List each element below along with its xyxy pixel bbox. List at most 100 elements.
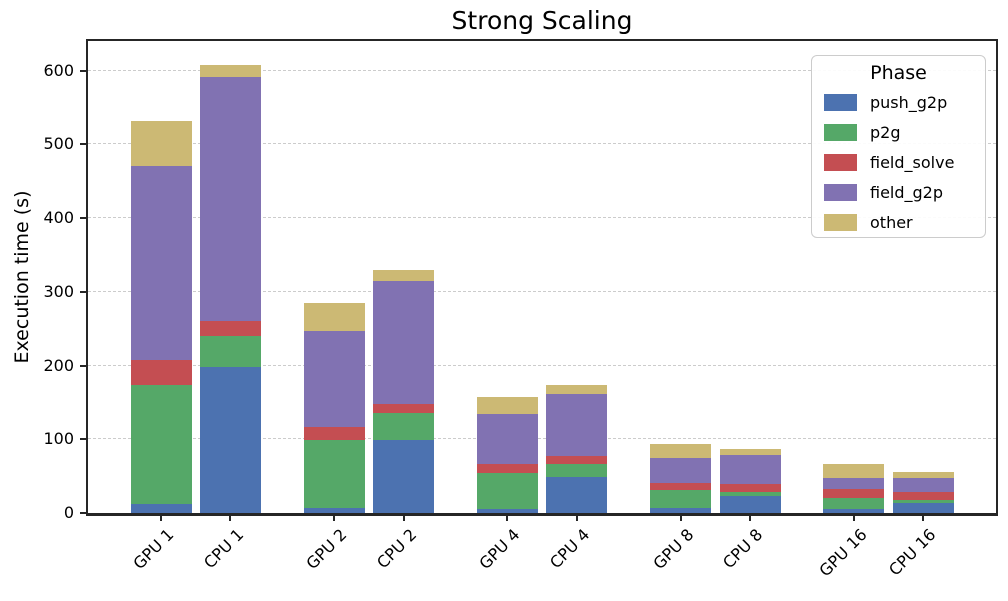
legend-swatch-p2g bbox=[824, 124, 857, 141]
bar-cpu-1-p2g bbox=[199, 336, 261, 367]
legend-entry-push_g2p: push_g2p bbox=[824, 93, 985, 112]
y-tick-label-500: 500 bbox=[43, 134, 74, 154]
legend-label-field_solve: field_solve bbox=[870, 153, 955, 172]
y-tick-100 bbox=[80, 438, 86, 441]
bar-cpu-2-p2g bbox=[373, 413, 435, 440]
bar-cpu-16-p2g bbox=[892, 499, 954, 504]
bar-cpu-1-other bbox=[199, 64, 261, 78]
y-tick-label-0: 0 bbox=[63, 503, 74, 522]
legend-swatch-field_solve bbox=[824, 154, 857, 171]
bar-gpu-2-push_g2p bbox=[303, 507, 365, 513]
bar-gpu-16-other bbox=[823, 464, 885, 478]
bar-gpu-16-field_solve bbox=[823, 489, 885, 499]
bar-gpu-4-field_g2p bbox=[476, 414, 538, 465]
bar-cpu-2-push_g2p bbox=[373, 440, 435, 513]
bar-gpu-1-other bbox=[130, 120, 192, 167]
bar-cpu-1-field_g2p bbox=[199, 77, 261, 321]
x-tick-gpu-2 bbox=[333, 516, 336, 521]
legend-entry-other: other bbox=[824, 213, 985, 232]
bar-cpu-16-push_g2p bbox=[892, 503, 954, 513]
x-tick-label-gpu-1: GPU 1 bbox=[129, 525, 178, 574]
bar-cpu-2-other bbox=[373, 269, 435, 281]
bar-cpu-4-other bbox=[546, 385, 608, 395]
gridline-200 bbox=[88, 364, 996, 366]
y-tick-0 bbox=[80, 512, 86, 514]
bar-cpu-8-push_g2p bbox=[719, 496, 781, 513]
gridline-300 bbox=[88, 290, 996, 292]
bar-cpu-4-push_g2p bbox=[546, 476, 608, 513]
bar-gpu-2-other bbox=[303, 302, 365, 331]
bar-cpu-8-field_solve bbox=[719, 484, 781, 492]
x-tick-gpu-1 bbox=[160, 516, 162, 521]
bar-gpu-1-field_g2p bbox=[130, 166, 192, 360]
bar-gpu-16-field_g2p bbox=[823, 477, 885, 490]
bar-gpu-16-push_g2p bbox=[823, 509, 885, 513]
y-tick-label-600: 600 bbox=[43, 60, 74, 80]
bar-gpu-1-p2g bbox=[130, 384, 192, 505]
x-tick-label-cpu-16: CPU 16 bbox=[885, 525, 940, 580]
x-tick-label-gpu-4: GPU 4 bbox=[475, 525, 524, 574]
legend-swatch-other bbox=[824, 214, 857, 231]
legend-entry-field_solve: field_solve bbox=[824, 153, 985, 172]
bar-cpu-2-field_solve bbox=[373, 403, 435, 414]
y-tick-300 bbox=[80, 290, 86, 293]
x-tick-label-cpu-2: CPU 2 bbox=[372, 525, 421, 573]
bar-gpu-4-other bbox=[476, 397, 538, 415]
x-tick-cpu-2 bbox=[402, 516, 405, 521]
legend-label-other: other bbox=[870, 213, 913, 232]
x-tick-gpu-4 bbox=[506, 516, 509, 521]
bar-cpu-8-p2g bbox=[719, 491, 781, 497]
legend-entry-p2g: p2g bbox=[824, 123, 985, 142]
legend-swatch-field_g2p bbox=[824, 184, 857, 201]
x-tick-cpu-16 bbox=[922, 516, 925, 521]
y-tick-200 bbox=[80, 364, 86, 367]
bar-cpu-16-other bbox=[892, 472, 954, 479]
x-tick-cpu-1 bbox=[229, 516, 232, 521]
bar-gpu-4-field_solve bbox=[476, 464, 538, 474]
x-tick-label-cpu-4: CPU 4 bbox=[546, 525, 594, 573]
x-tick-cpu-4 bbox=[575, 516, 578, 521]
bar-gpu-1-field_solve bbox=[130, 359, 192, 385]
bar-gpu-8-field_solve bbox=[650, 482, 712, 491]
bar-gpu-8-field_g2p bbox=[650, 458, 712, 483]
legend-label-push_g2p: push_g2p bbox=[870, 93, 948, 112]
bar-gpu-16-p2g bbox=[823, 498, 885, 510]
x-tick-label-cpu-1: CPU 1 bbox=[199, 525, 247, 573]
bar-gpu-4-push_g2p bbox=[476, 509, 538, 513]
bar-cpu-4-field_solve bbox=[546, 456, 608, 465]
y-tick-label-200: 200 bbox=[43, 355, 74, 375]
bar-cpu-16-field_solve bbox=[892, 491, 954, 500]
legend: Phase push_g2p p2g field_solve field_g2p oth… bbox=[811, 55, 986, 238]
bar-cpu-8-field_g2p bbox=[719, 454, 781, 485]
gridline-600 bbox=[88, 69, 996, 71]
bar-gpu-2-field_g2p bbox=[303, 330, 365, 427]
x-tick-gpu-8 bbox=[679, 516, 682, 521]
legend-label-field_g2p: field_g2p bbox=[870, 183, 944, 202]
bar-cpu-4-field_g2p bbox=[546, 394, 608, 457]
y-tick-600 bbox=[80, 69, 86, 72]
x-tick-label-cpu-8: CPU 8 bbox=[719, 525, 767, 573]
legend-entry-field_g2p: field_g2p bbox=[824, 183, 985, 202]
y-tick-400 bbox=[80, 217, 86, 219]
bar-gpu-1-push_g2p bbox=[130, 504, 192, 513]
x-tick-label-gpu-8: GPU 8 bbox=[648, 525, 698, 574]
x-tick-cpu-8 bbox=[749, 516, 751, 521]
bar-gpu-8-other bbox=[650, 444, 712, 459]
chart-title: Strong Scaling bbox=[451, 6, 633, 35]
bar-cpu-1-push_g2p bbox=[199, 366, 261, 513]
bar-cpu-16-field_g2p bbox=[892, 478, 954, 492]
x-tick-label-gpu-2: GPU 2 bbox=[302, 525, 351, 574]
gridline-100 bbox=[88, 438, 996, 440]
y-tick-label-300: 300 bbox=[43, 281, 74, 301]
bar-cpu-4-p2g bbox=[546, 464, 608, 477]
bar-gpu-8-p2g bbox=[650, 490, 712, 508]
bar-cpu-1-field_solve bbox=[199, 320, 261, 336]
y-tick-label-100: 100 bbox=[43, 429, 74, 449]
legend-swatch-push_g2p bbox=[824, 94, 857, 111]
bar-gpu-4-p2g bbox=[476, 473, 538, 510]
bar-gpu-2-field_solve bbox=[303, 426, 365, 440]
bar-cpu-2-field_g2p bbox=[373, 280, 435, 404]
bar-cpu-8-other bbox=[719, 448, 781, 455]
gridline-400 bbox=[88, 217, 996, 218]
